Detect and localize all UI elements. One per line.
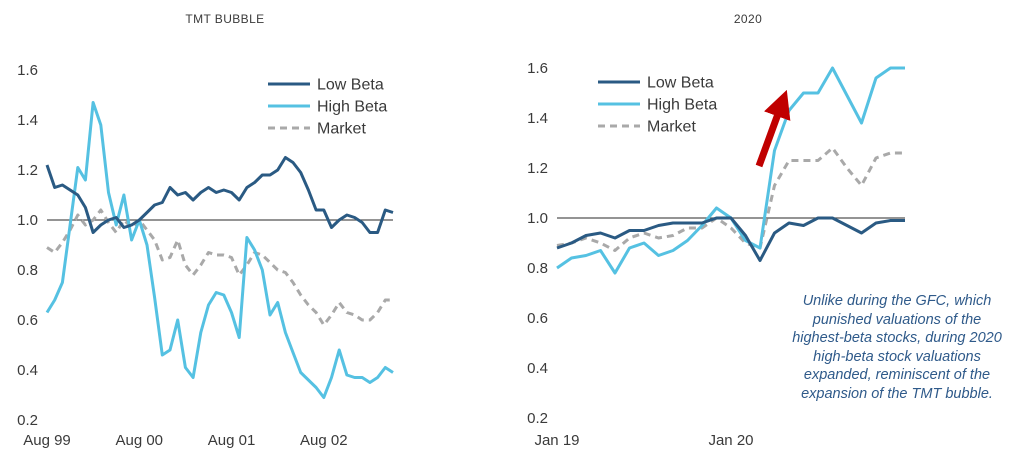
y-tick-label: 0.6 xyxy=(527,310,548,327)
y-tick-label: 1.2 xyxy=(527,160,548,177)
legend-label-low-beta: Low Beta xyxy=(317,77,384,94)
series-line-market xyxy=(556,146,905,252)
y-tick-label: 1.4 xyxy=(17,112,38,129)
chart-1: TMT BUBBLE 0.2 0.4 0.6 0.8 1.0 1.2 1.4 1.6 Aug 99… xyxy=(17,12,394,449)
x-tick-label: Aug 02 xyxy=(300,432,348,449)
y-tick-label: 0.2 xyxy=(527,410,548,427)
y-tick-label: 0.4 xyxy=(527,360,548,377)
legend-label-high-beta: High Beta xyxy=(317,99,387,116)
y-tick-label: 1.2 xyxy=(17,162,38,179)
annotation-text: Unlike during the GFC, which punished va… xyxy=(792,293,1002,402)
x-tick-label: Jan 20 xyxy=(708,432,753,449)
legend-label-low-beta: Low Beta xyxy=(647,75,714,92)
series-line-market xyxy=(46,208,393,327)
y-tick-label: 0.4 xyxy=(17,362,38,379)
x-tick-label: Aug 00 xyxy=(115,432,163,449)
series-line-low-beta xyxy=(556,216,905,262)
chart-title: 2020 xyxy=(734,12,762,26)
legend-label-high-beta: High Beta xyxy=(647,97,717,114)
x-tick-label: Aug 01 xyxy=(208,432,256,449)
series-line-high-beta xyxy=(556,66,905,275)
y-tick-label: 0.6 xyxy=(17,312,38,329)
y-tick-label: 1.6 xyxy=(527,60,548,77)
emphasis-arrow xyxy=(755,89,791,168)
chart-2: 2020 0.2 0.4 0.6 0.8 1.0 1.2 1.4 1.6 Jan 19 Jan 20… xyxy=(527,12,905,449)
y-tick-label: 0.8 xyxy=(17,262,38,279)
y-tick-label: 1.6 xyxy=(17,62,38,79)
legend-label-market: Market xyxy=(647,119,696,136)
x-tick-label: Jan 19 xyxy=(534,432,579,449)
x-tick-label: Aug 99 xyxy=(23,432,71,449)
series-line-high-beta xyxy=(45,101,394,399)
series-line-low-beta xyxy=(45,156,394,234)
y-tick-label: 0.2 xyxy=(17,412,38,429)
y-tick-label: 1.0 xyxy=(17,212,38,229)
y-tick-label: 0.8 xyxy=(527,260,548,277)
y-tick-label: 1.0 xyxy=(527,210,548,227)
y-tick-label: 1.4 xyxy=(527,110,548,127)
chart-title: TMT BUBBLE xyxy=(185,12,264,26)
legend-label-market: Market xyxy=(317,121,366,138)
